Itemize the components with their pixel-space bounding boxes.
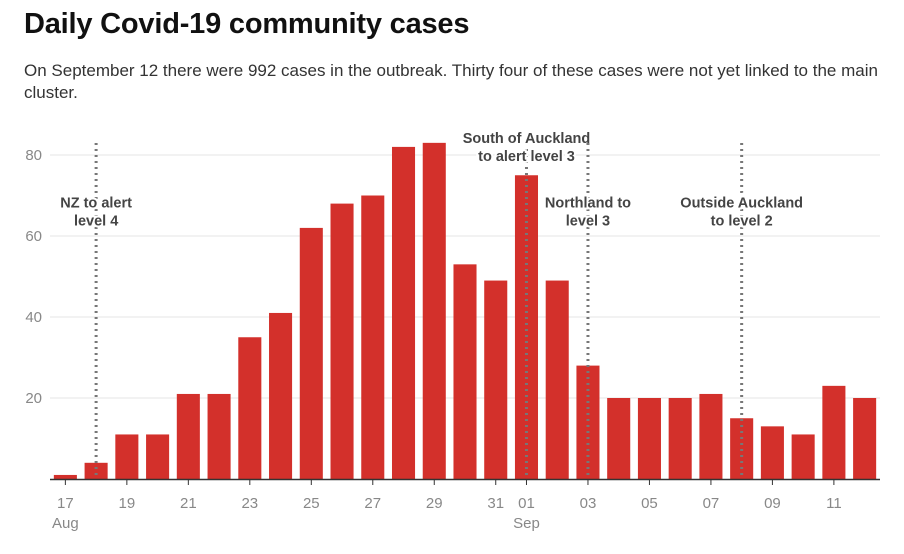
bar: [115, 434, 139, 479]
bar: [53, 474, 77, 479]
event-marker-label: level 4: [74, 214, 118, 230]
x-tick-sublabel: Sep: [513, 515, 540, 532]
event-marker-label: level 3: [566, 214, 610, 230]
bar: [791, 434, 815, 479]
bar: [391, 146, 416, 479]
event-markers: NZ to alert level 4 South of Auckland to al…: [58, 129, 805, 479]
event-marker-label: South of Auckland: [463, 131, 591, 147]
event-marker-label: to level 2: [711, 214, 773, 230]
bar: [607, 398, 631, 479]
bar: [330, 203, 354, 479]
x-tick-label: 31: [487, 495, 504, 512]
bar: [207, 393, 231, 479]
bar: [238, 337, 262, 479]
bar: [545, 280, 569, 479]
x-tick-label: 11: [826, 495, 842, 512]
bar: [361, 195, 385, 479]
x-tick-label: 27: [364, 495, 381, 512]
bar: [269, 312, 293, 479]
y-tick-label: 80: [25, 147, 42, 164]
bar: [760, 426, 784, 479]
y-tick-label: 40: [25, 309, 42, 326]
bar: [576, 365, 600, 479]
event-marker-label: Northland to: [545, 196, 631, 212]
bar: [146, 434, 170, 479]
y-axis-ticks: 20 40 60 80: [25, 147, 42, 407]
bar: [637, 398, 661, 479]
bars: [53, 142, 877, 479]
bar: [422, 142, 446, 479]
chart-subtitle: On September 12 there were 992 cases in …: [24, 61, 878, 102]
x-tick-sublabel: Aug: [52, 515, 79, 532]
x-tick-label: 09: [764, 495, 781, 512]
x-tick-label: 03: [580, 495, 597, 512]
bar: [176, 393, 200, 479]
x-tick-label: 19: [119, 495, 136, 512]
y-tick-label: 60: [25, 228, 42, 245]
bar: [514, 175, 539, 479]
bar: [453, 264, 477, 479]
x-tick-label: 17: [57, 495, 74, 512]
bar: [699, 393, 723, 479]
bar: [730, 418, 754, 479]
bar: [484, 280, 508, 479]
x-tick-label: 23: [241, 495, 258, 512]
x-tick-label: 07: [703, 495, 720, 512]
x-tick-label: 21: [180, 495, 197, 512]
chart-title: Daily Covid-19 community cases: [24, 8, 470, 40]
y-tick-label: 20: [25, 390, 42, 407]
x-tick-label: 25: [303, 495, 320, 512]
bar: [299, 227, 323, 479]
bar: [668, 398, 692, 479]
bar: [84, 462, 108, 479]
bar: [853, 398, 877, 479]
x-tick-label: 01: [518, 495, 535, 512]
x-axis: 17 Aug 19 21 23 25 27 29 31 01 Sep 03 05 07 09 11: [50, 478, 880, 532]
x-tick-label: 29: [426, 495, 443, 512]
event-marker-label: to alert level 3: [478, 149, 575, 165]
x-tick-label: 05: [641, 495, 658, 512]
bar: [822, 385, 846, 479]
event-marker-label: NZ to alert: [60, 196, 132, 212]
event-marker-label: Outside Auckland: [680, 196, 803, 212]
